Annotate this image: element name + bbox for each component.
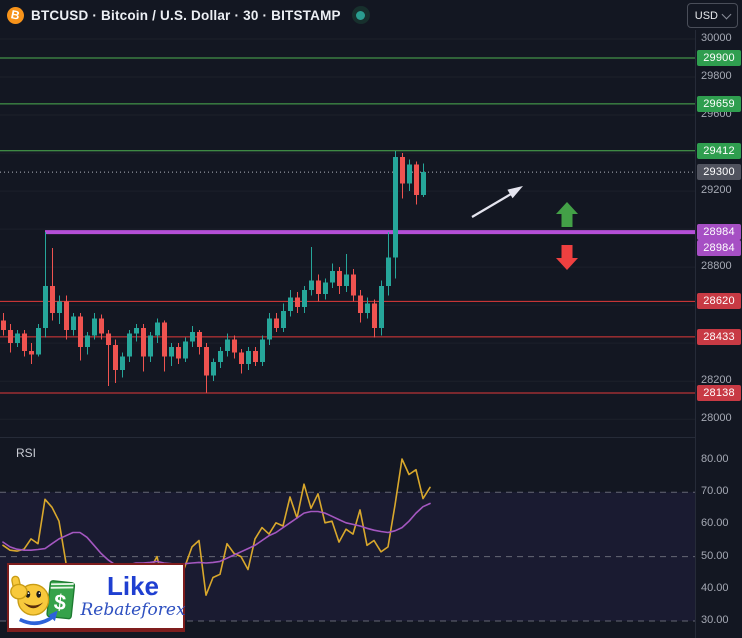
logo-like-text: Like bbox=[106, 570, 160, 601]
thumbs-up-dollar-icon: $ bbox=[10, 575, 76, 625]
pane-divider[interactable] bbox=[0, 437, 742, 438]
chevron-down-icon bbox=[721, 9, 732, 19]
price-level-label-breakout: 28984 bbox=[697, 240, 741, 257]
up-arrow-drawing[interactable] bbox=[556, 202, 578, 227]
price-level-label-support: 28138 bbox=[697, 384, 741, 401]
data-status-icon[interactable] bbox=[351, 6, 370, 24]
price-level-lines[interactable] bbox=[0, 57, 695, 394]
rsi-tick-label: 60.00 bbox=[701, 517, 729, 530]
svg-text:$: $ bbox=[53, 589, 68, 615]
candles bbox=[1, 150, 426, 393]
data-status-dot bbox=[356, 10, 366, 20]
rebateforex-logo: $ Like Rebateforex bbox=[7, 563, 186, 632]
price-level-label-breakout: 28984 bbox=[697, 224, 741, 241]
price-level-label-current: 29300 bbox=[697, 164, 741, 181]
price-tick-label: 29800 bbox=[701, 70, 732, 83]
price-chart-pane[interactable] bbox=[0, 30, 695, 437]
rsi-tick-label: 80.00 bbox=[701, 453, 729, 465]
price-level-label-resistance: 29900 bbox=[697, 50, 741, 66]
rsi-tick-label: 40.00 bbox=[701, 581, 729, 594]
price-level-label-support: 28433 bbox=[697, 328, 741, 345]
price-gridlines bbox=[0, 38, 695, 420]
rsi-indicator-title[interactable]: RSI bbox=[16, 446, 37, 460]
rsi-series-1 bbox=[2, 502, 431, 568]
rsi-tick-label: 30.00 bbox=[701, 614, 729, 626]
price-level-label-resistance: 29412 bbox=[697, 142, 741, 159]
symbol-toolbar: B BTCUSD · Bitcoin / U.S. Dollar · 30 · … bbox=[0, 0, 742, 30]
rsi-tick-label: 70.00 bbox=[701, 485, 729, 498]
trend-arrow-drawing[interactable] bbox=[471, 186, 523, 218]
bitcoin-icon: B bbox=[7, 6, 24, 24]
logo-brand-text: Rebateforex bbox=[80, 599, 186, 620]
price-tick-label: 28000 bbox=[701, 412, 732, 425]
rsi-tick-label: 50.00 bbox=[701, 549, 729, 562]
currency-unit-label: USD bbox=[694, 9, 718, 22]
symbol-title[interactable]: BTCUSD · Bitcoin / U.S. Dollar · 30 · BI… bbox=[31, 7, 341, 23]
price-tick-label: 28800 bbox=[701, 260, 732, 273]
currency-unit-button[interactable]: USD bbox=[686, 3, 738, 28]
price-tick-label: 29200 bbox=[701, 184, 732, 197]
price-axis[interactable]: 30000 29800 29600 29200 28800 28200 28000 29900… bbox=[695, 30, 742, 638]
price-tick-label: 28200 bbox=[701, 374, 732, 387]
price-level-label-resistance: 29659 bbox=[697, 95, 741, 112]
price-tick-label: 30000 bbox=[701, 32, 732, 44]
bitcoin-glyph: B bbox=[9, 7, 22, 23]
candlestick-chart[interactable] bbox=[0, 30, 695, 437]
price-level-label-support: 28620 bbox=[697, 293, 741, 310]
down-arrow-drawing[interactable] bbox=[556, 245, 578, 270]
